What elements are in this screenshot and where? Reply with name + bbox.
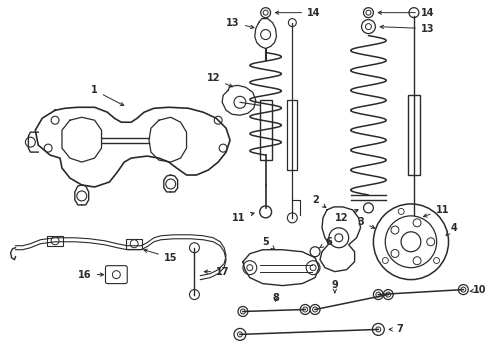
- Circle shape: [303, 307, 308, 312]
- Circle shape: [166, 179, 176, 189]
- Circle shape: [306, 261, 320, 275]
- FancyBboxPatch shape: [47, 236, 63, 246]
- Circle shape: [329, 228, 349, 248]
- Circle shape: [241, 309, 245, 314]
- Circle shape: [238, 332, 243, 337]
- Circle shape: [234, 96, 246, 108]
- Text: 12: 12: [335, 210, 358, 223]
- Text: 4: 4: [446, 223, 457, 236]
- Circle shape: [376, 292, 381, 297]
- Circle shape: [366, 24, 371, 30]
- Text: 16: 16: [78, 270, 103, 280]
- Circle shape: [373, 204, 448, 280]
- Text: 14: 14: [378, 8, 434, 18]
- FancyBboxPatch shape: [126, 239, 142, 249]
- Circle shape: [366, 10, 371, 15]
- Circle shape: [234, 328, 246, 340]
- Circle shape: [25, 137, 35, 147]
- Text: 6: 6: [320, 237, 332, 248]
- Circle shape: [372, 323, 384, 336]
- Circle shape: [310, 247, 320, 257]
- Text: 11: 11: [232, 212, 254, 223]
- FancyBboxPatch shape: [105, 266, 127, 284]
- Circle shape: [289, 19, 296, 27]
- Text: 7: 7: [389, 324, 403, 334]
- Circle shape: [427, 238, 435, 246]
- Circle shape: [391, 249, 399, 257]
- Text: 1: 1: [91, 85, 124, 105]
- Text: 15: 15: [144, 249, 177, 263]
- Circle shape: [44, 144, 52, 152]
- Circle shape: [214, 116, 222, 124]
- Circle shape: [261, 30, 270, 40]
- Circle shape: [385, 216, 437, 268]
- Circle shape: [238, 306, 248, 316]
- Circle shape: [434, 257, 440, 264]
- Circle shape: [190, 289, 199, 300]
- Circle shape: [77, 191, 87, 201]
- Circle shape: [391, 226, 399, 234]
- Circle shape: [130, 240, 138, 248]
- Circle shape: [51, 237, 59, 245]
- Circle shape: [373, 289, 383, 300]
- Text: 3: 3: [358, 217, 375, 228]
- Circle shape: [263, 10, 268, 15]
- Circle shape: [386, 292, 391, 297]
- Circle shape: [461, 287, 466, 292]
- Circle shape: [383, 289, 393, 300]
- Text: 8: 8: [272, 293, 279, 302]
- Circle shape: [243, 261, 257, 275]
- Text: 10: 10: [470, 284, 487, 294]
- Circle shape: [401, 232, 421, 252]
- Text: 17: 17: [204, 267, 230, 276]
- Circle shape: [288, 213, 297, 223]
- Circle shape: [313, 307, 318, 312]
- Circle shape: [112, 271, 121, 279]
- Circle shape: [362, 20, 375, 33]
- Text: 13: 13: [380, 24, 434, 33]
- Circle shape: [190, 243, 199, 253]
- Circle shape: [219, 144, 227, 152]
- Text: 14: 14: [275, 8, 320, 18]
- Text: 5: 5: [262, 237, 274, 249]
- Circle shape: [409, 213, 419, 223]
- FancyBboxPatch shape: [408, 95, 420, 175]
- Circle shape: [300, 305, 310, 315]
- Text: 12: 12: [207, 73, 232, 87]
- Circle shape: [382, 257, 389, 264]
- Circle shape: [335, 234, 343, 242]
- Circle shape: [310, 265, 316, 271]
- Text: 2: 2: [312, 195, 326, 208]
- Text: 13: 13: [226, 18, 254, 28]
- Circle shape: [413, 219, 421, 227]
- Circle shape: [51, 116, 59, 124]
- Circle shape: [310, 305, 320, 315]
- Text: 11: 11: [423, 205, 449, 217]
- Circle shape: [247, 265, 253, 271]
- FancyBboxPatch shape: [260, 100, 271, 160]
- Circle shape: [364, 203, 373, 213]
- Circle shape: [364, 8, 373, 18]
- Circle shape: [409, 8, 419, 18]
- FancyBboxPatch shape: [288, 100, 297, 170]
- Circle shape: [459, 285, 468, 294]
- Circle shape: [398, 208, 404, 215]
- Circle shape: [261, 8, 270, 18]
- Circle shape: [413, 257, 421, 265]
- Text: 9: 9: [331, 280, 338, 293]
- Circle shape: [376, 327, 381, 332]
- Circle shape: [260, 206, 271, 218]
